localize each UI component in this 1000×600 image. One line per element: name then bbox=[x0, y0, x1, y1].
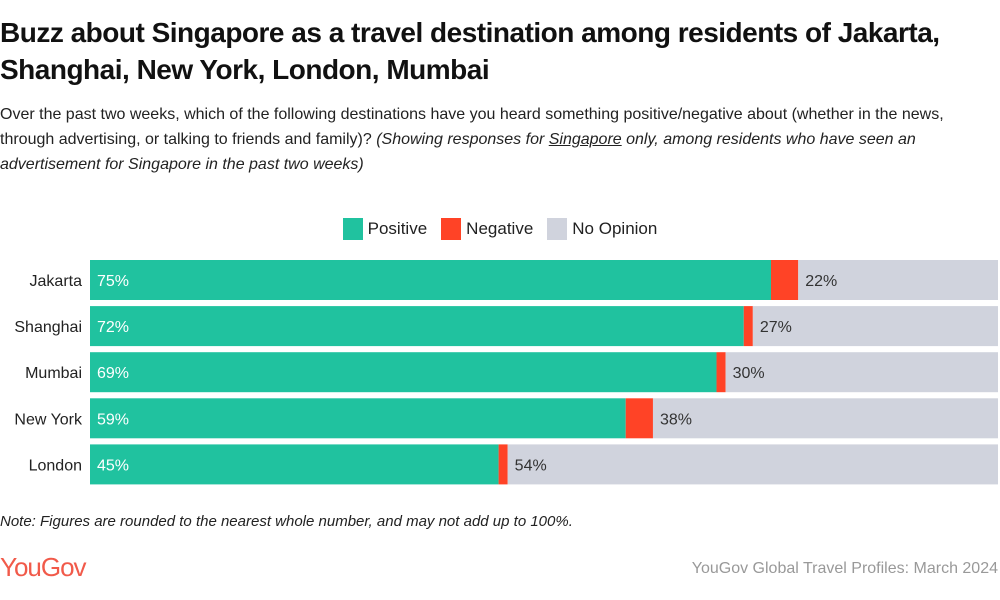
data-label-positive: 75% bbox=[97, 273, 129, 290]
bar-positive-new-york bbox=[90, 398, 626, 439]
data-label-no-opinion: 38% bbox=[660, 411, 692, 428]
legend-label: No Opinion bbox=[572, 219, 658, 238]
bar-no-opinion-london bbox=[507, 444, 998, 485]
chart-title: Buzz about Singapore as a travel destina… bbox=[0, 17, 940, 85]
subtitle-note-underlined: Singapore bbox=[548, 131, 622, 148]
legend-swatch-no-opinion bbox=[547, 218, 568, 240]
data-label-no-opinion: 30% bbox=[733, 365, 765, 382]
chart-subtitle: Over the past two weeks, which of the fo… bbox=[0, 102, 995, 177]
data-label-no-opinion: 22% bbox=[805, 273, 837, 290]
stacked-bar-chart: Jakarta 75% 22% Shanghai 72% 27% Mumbai 69% 30% N… bbox=[14, 260, 998, 485]
bar-positive-london bbox=[90, 444, 499, 485]
subtitle-note-prefix: (Showing responses for bbox=[376, 131, 549, 148]
legend-swatch-negative bbox=[441, 218, 462, 240]
category-label: New York bbox=[14, 411, 83, 428]
bar-negative-mumbai bbox=[716, 352, 726, 393]
legend-swatch-positive bbox=[342, 218, 363, 240]
subtitle-note-suffix: only, among residents who have seen an a… bbox=[0, 131, 916, 173]
bar-negative-shanghai bbox=[743, 306, 753, 347]
yougov-logo: YouGov bbox=[0, 552, 87, 582]
category-label: Mumbai bbox=[25, 365, 82, 382]
category-label: Jakarta bbox=[30, 273, 83, 290]
data-label-positive: 45% bbox=[97, 457, 129, 474]
legend-label: Negative bbox=[466, 219, 534, 238]
category-label: Shanghai bbox=[14, 319, 82, 336]
legend-item-no-opinion: No Opinion bbox=[547, 218, 657, 240]
bar-negative-london bbox=[498, 444, 508, 485]
data-label-no-opinion: 54% bbox=[515, 457, 547, 474]
bar-no-opinion-jakarta bbox=[798, 260, 998, 300]
bar-positive-mumbai bbox=[90, 352, 717, 393]
bar-no-opinion-shanghai bbox=[752, 306, 998, 347]
legend-item-negative: Negative bbox=[441, 218, 533, 240]
category-label: London bbox=[29, 457, 82, 474]
data-label-positive: 59% bbox=[97, 411, 129, 428]
bar-negative-jakarta bbox=[771, 260, 799, 300]
legend-item-positive: Positive bbox=[342, 218, 428, 240]
bar-positive-jakarta bbox=[90, 260, 771, 300]
legend-label: Positive bbox=[367, 219, 428, 238]
data-label-no-opinion: 27% bbox=[760, 319, 792, 336]
bar-positive-shanghai bbox=[90, 306, 744, 347]
data-label-positive: 69% bbox=[97, 365, 129, 382]
source: YouGov Global Travel Profiles: March 202… bbox=[691, 560, 998, 577]
data-label-positive: 72% bbox=[97, 319, 129, 336]
legend: Positive Negative No Opinion bbox=[0, 218, 1000, 240]
footnote: Note: Figures are rounded to the nearest… bbox=[0, 513, 573, 530]
subtitle-note: (Showing responses for Singapore only, a… bbox=[0, 131, 916, 173]
bar-no-opinion-mumbai bbox=[725, 352, 998, 393]
bar-negative-new-york bbox=[625, 398, 653, 439]
subtitle-question: Over the past two weeks, which of the fo… bbox=[0, 106, 944, 148]
bar-no-opinion-new-york bbox=[652, 398, 998, 439]
